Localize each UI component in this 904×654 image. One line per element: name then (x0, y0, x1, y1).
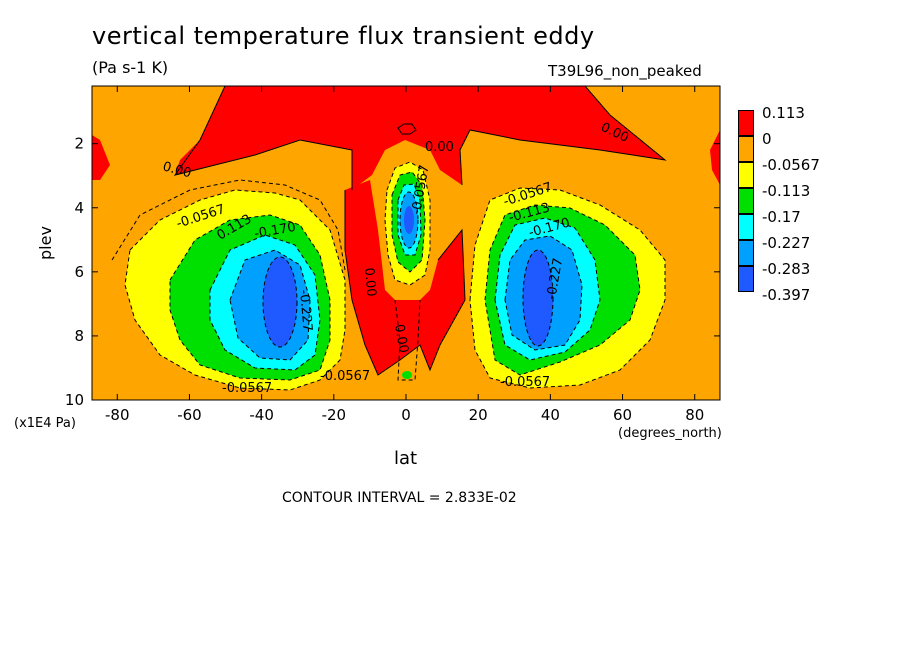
legend-label: -0.283 (762, 260, 811, 278)
y-axis-multiplier: (x1E4 Pa) (14, 416, 76, 431)
field-positive-left-edge (92, 135, 110, 180)
y-axis-label: plev (36, 226, 55, 260)
contour-negative-line (384, 161, 431, 286)
x-tick-label: -20 (322, 406, 347, 424)
contour-negative-line (504, 235, 583, 351)
contour-label: 0.00 (425, 140, 454, 155)
legend-swatch (738, 110, 754, 136)
contour-negative-line (399, 191, 419, 249)
contour-label: -0.0567 (222, 381, 272, 396)
y-tick-label: 6 (74, 263, 84, 281)
legend-label: -0.397 (762, 286, 811, 304)
contour-label: -0.170 (253, 220, 297, 242)
field-north-core (523, 250, 553, 346)
contour-negative-line (169, 214, 331, 381)
contour-negative-line (469, 187, 666, 389)
contour-interval: CONTOUR INTERVAL = 2.833E-02 (282, 490, 517, 506)
x-axis-label: lat (394, 448, 418, 469)
legend-swatch (738, 240, 754, 266)
legend-label: 0 (762, 130, 772, 148)
x-tick-label: -40 (249, 406, 274, 424)
legend-label: -0.113 (762, 182, 811, 200)
contour-zero-line (459, 86, 667, 186)
contour-field: 0.000.000.000.000.00-0.05670.113-0.170-0… (92, 86, 720, 400)
contour-label: -0.0567 (320, 369, 370, 384)
contour-negative-line (262, 256, 298, 348)
legend-label: -0.227 (762, 234, 811, 252)
y-tick-label: 2 (74, 135, 84, 153)
x-tick-label: -60 (177, 406, 202, 424)
x-tick-label: 0 (401, 406, 411, 424)
contour-label: -0.227 (544, 257, 566, 301)
run-id: T39L96_non_peaked (548, 62, 702, 80)
legend-label: -0.0567 (762, 156, 820, 174)
contour-negative-line (111, 179, 346, 271)
y-tick-labels: 2 4 6 8 10 (65, 135, 84, 409)
legend-label: 0.113 (762, 104, 805, 122)
x-tick-label: 60 (613, 406, 632, 424)
contour-label: -0.0567 (500, 375, 550, 390)
contour-negative-line (494, 217, 601, 361)
field-equator-bottom-green (402, 371, 412, 379)
contour-zero-line (344, 190, 466, 376)
legend-swatch (738, 162, 754, 188)
field-positive-top (175, 86, 665, 190)
field-equator-inner (404, 206, 414, 234)
y-tick-label: 10 (65, 391, 84, 409)
x-tick-label: 20 (469, 406, 488, 424)
x-tick-labels: -80 -60 -40 -20 0 20 40 60 80 (105, 406, 704, 424)
x-axis-unit: (degrees_north) (618, 426, 722, 441)
legend-label: -0.17 (762, 208, 801, 226)
contour-negative-line (484, 204, 641, 376)
legend-swatch (738, 214, 754, 240)
x-tick-label: -80 (105, 406, 130, 424)
legend-swatch (738, 188, 754, 214)
legend-swatch (738, 266, 754, 292)
x-tick-label: 40 (541, 406, 560, 424)
field-south-core (263, 257, 297, 347)
contour-negative-line (391, 171, 426, 273)
contour-negative-line (522, 249, 554, 347)
y-tick-label: 8 (74, 327, 84, 345)
contour-negative-line (209, 234, 321, 371)
contour-zero-line (397, 123, 417, 135)
contour-zero-line (173, 86, 353, 190)
x-tick-label: 80 (685, 406, 704, 424)
contour-negative-line (229, 249, 311, 361)
field-positive-middle (345, 180, 465, 375)
contour-label: 0.00 (391, 323, 411, 354)
contour-negative-line (124, 189, 346, 391)
legend-swatch (738, 136, 754, 162)
contour-label: 0.00 (361, 267, 378, 297)
contour-label: 0.00 (161, 159, 193, 181)
chart-title: vertical temperature flux transient eddy (92, 22, 595, 50)
axis-ticks (92, 86, 720, 401)
y-tick-label: 4 (74, 199, 84, 217)
contour-negative-line (397, 183, 422, 256)
contour-label: -0.227 (296, 289, 315, 332)
chart-units: (Pa s-1 K) (92, 58, 169, 77)
